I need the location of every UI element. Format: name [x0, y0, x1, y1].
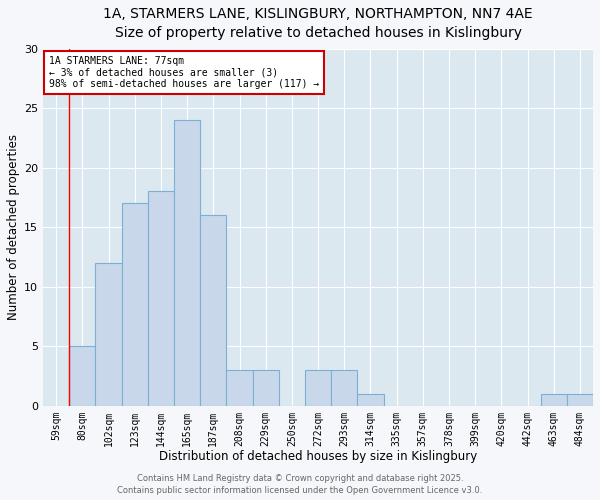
- Bar: [358, 394, 383, 406]
- Bar: [148, 192, 174, 406]
- Bar: [305, 370, 331, 406]
- Bar: [95, 263, 122, 406]
- Bar: [122, 204, 148, 406]
- Text: 1A STARMERS LANE: 77sqm
← 3% of detached houses are smaller (3)
98% of semi-deta: 1A STARMERS LANE: 77sqm ← 3% of detached…: [49, 56, 319, 89]
- Bar: [567, 394, 593, 406]
- Y-axis label: Number of detached properties: Number of detached properties: [7, 134, 20, 320]
- Title: 1A, STARMERS LANE, KISLINGBURY, NORTHAMPTON, NN7 4AE
Size of property relative t: 1A, STARMERS LANE, KISLINGBURY, NORTHAMP…: [103, 7, 533, 40]
- Bar: [69, 346, 95, 406]
- Bar: [253, 370, 279, 406]
- Text: Contains HM Land Registry data © Crown copyright and database right 2025.
Contai: Contains HM Land Registry data © Crown c…: [118, 474, 482, 495]
- Bar: [541, 394, 567, 406]
- Bar: [174, 120, 200, 406]
- X-axis label: Distribution of detached houses by size in Kislingbury: Distribution of detached houses by size …: [159, 450, 477, 463]
- Bar: [226, 370, 253, 406]
- Bar: [331, 370, 358, 406]
- Bar: [200, 216, 226, 406]
